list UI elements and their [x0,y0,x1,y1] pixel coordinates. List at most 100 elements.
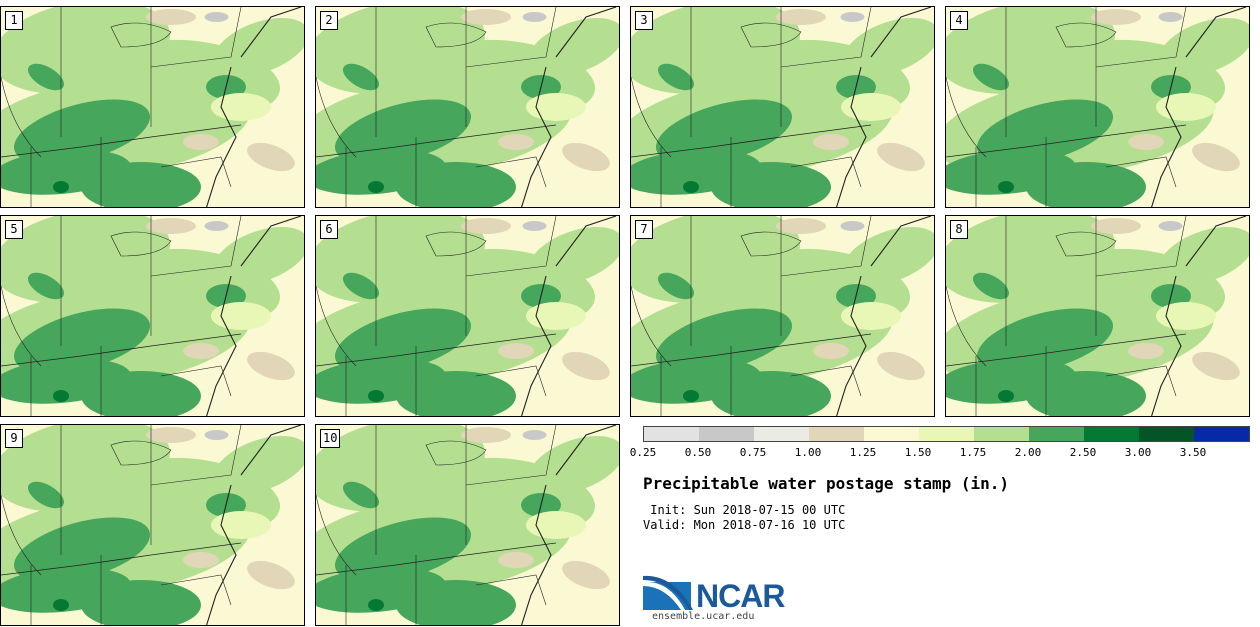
state-boundary [1,494,42,576]
state-boundary [160,574,232,606]
state-boundary [150,216,242,277]
precip-region [776,218,826,234]
colorbar-swatch [1139,427,1194,441]
precip-region [1091,218,1141,234]
precip-region [813,343,849,359]
member-number: 9 [5,429,23,448]
state-boundary [780,7,872,68]
state-boundary [240,216,302,267]
colorbar-swatch [644,427,699,441]
state-boundary [240,425,302,476]
init-time: Init: Sun 2018-07-15 00 UTC [643,503,846,517]
precip-region [247,560,295,590]
colorbar-swatch [699,427,754,441]
member-number: 10 [320,429,341,448]
precip-region [247,142,295,172]
precip-region [213,435,304,495]
precip-region [53,181,69,193]
precip-region [813,134,849,150]
precip-region [683,390,699,402]
precip-region [204,221,229,231]
state-boundary [740,231,802,257]
precip-region [213,17,304,77]
state-boundary [946,124,1187,158]
precip-region [146,9,196,25]
member-map [946,216,1249,416]
precip-region [498,552,534,568]
member-panel[interactable]: 8 [945,215,1250,417]
member-map [316,425,619,625]
precip-region [976,99,1114,165]
ncar-logo-icon [643,575,693,610]
state-boundary [946,333,1187,367]
state-boundary [631,124,872,158]
member-panel[interactable]: 1 [0,6,305,208]
precip-region [972,63,1010,91]
precip-region [204,12,229,22]
state-boundary [1,124,242,158]
precip-region [562,351,610,381]
state-boundary [1095,216,1187,277]
precip-region [1156,93,1216,121]
state-boundary [631,76,672,158]
precip-region [526,302,586,330]
precip-region [1128,343,1164,359]
precip-region [1128,134,1164,150]
precip-region [204,430,229,440]
colorbar-tick-label: 1.50 [904,446,932,459]
member-map [1,216,304,416]
state-boundary [870,216,932,267]
precip-region [998,181,1014,193]
state-boundary [555,216,617,267]
precip-region [522,430,547,440]
state-boundary [790,156,862,188]
precip-region [498,134,534,150]
member-panel[interactable]: 2 [315,6,620,208]
precip-region [526,511,586,539]
colorbar [643,426,1250,442]
precip-region [498,343,534,359]
state-boundary [150,425,242,486]
logo-url: ensemble.ucar.edu [652,611,755,622]
precip-region [683,181,699,193]
state-boundary [631,285,672,367]
precip-region [655,308,793,374]
state-boundary [475,156,547,188]
member-panel[interactable]: 7 [630,215,935,417]
colorbar-swatch [919,427,974,441]
member-panel[interactable]: 10 [315,424,620,626]
precip-region [976,308,1114,374]
precip-region [657,63,695,91]
member-number: 3 [635,11,653,30]
state-boundary [110,22,172,48]
precip-region [81,162,201,207]
state-boundary [425,440,487,466]
state-boundary [1,76,42,158]
member-panel[interactable]: 5 [0,215,305,417]
precip-region [841,302,901,330]
member-panel[interactable]: 4 [945,6,1250,208]
state-boundary [555,7,617,58]
member-panel[interactable]: 6 [315,215,620,417]
member-panel[interactable]: 9 [0,424,305,626]
member-map [316,7,619,207]
valid-time: Valid: Mon 2018-07-16 10 UTC [643,518,846,532]
state-boundary [1055,231,1117,257]
precip-region [396,162,516,207]
precip-region [368,390,384,402]
colorbar-tick-label: 1.00 [794,446,822,459]
state-boundary [836,66,867,207]
state-boundary [836,275,867,416]
state-boundary [631,333,872,367]
precip-region [972,272,1010,300]
time-info: Init: Sun 2018-07-15 00 UTC Valid: Mon 20… [643,503,845,533]
state-boundary [1185,216,1247,267]
precip-region [211,511,271,539]
member-map [1,7,304,207]
precip-region [13,308,151,374]
state-boundary [316,76,357,158]
colorbar-tick-label: 3.50 [1179,446,1207,459]
member-panel[interactable]: 3 [630,6,935,208]
precip-region [342,272,380,300]
colorbar-swatch [1194,427,1249,441]
